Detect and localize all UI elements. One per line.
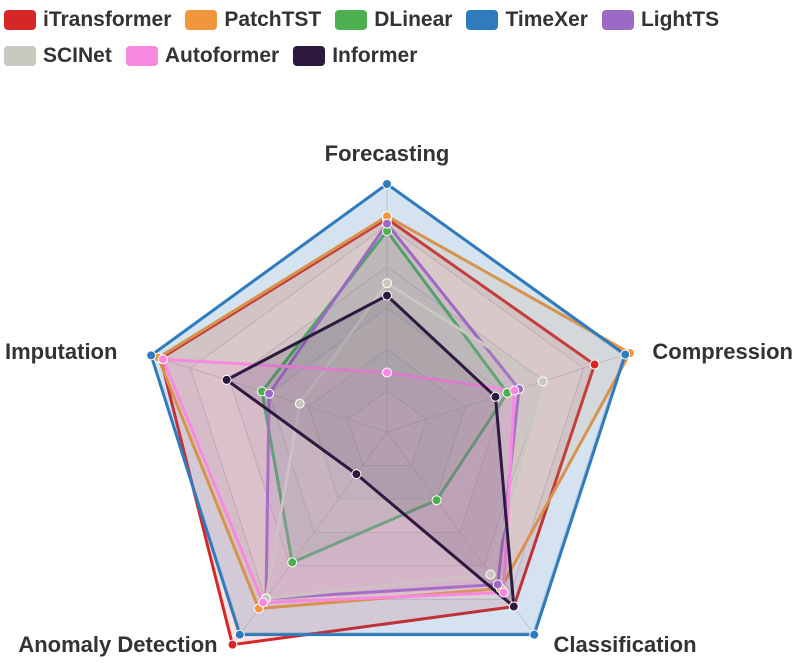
series-informer-area xyxy=(225,294,516,609)
legend-label: iTransformer xyxy=(43,8,172,31)
legend-row: SCINet Autoformer Informer xyxy=(4,38,796,74)
legend-item[interactable]: DLinear xyxy=(335,8,452,32)
legend-label: Informer xyxy=(332,44,418,67)
legend-label: PatchTST xyxy=(224,8,322,31)
point-informer xyxy=(221,374,232,385)
radar-grid xyxy=(150,183,624,634)
point-lightts xyxy=(492,579,503,590)
point-scinet xyxy=(382,278,392,289)
legend-item[interactable]: Autoformer xyxy=(125,44,280,68)
point-autoformer xyxy=(509,385,520,396)
point-autoformer xyxy=(157,354,168,365)
point-timexer xyxy=(620,349,631,360)
axis-spoke xyxy=(386,431,534,633)
legend-item[interactable]: TimeXer xyxy=(466,8,588,32)
legend-label: SCINet xyxy=(43,44,112,67)
legend-item[interactable]: Informer xyxy=(293,44,417,68)
legend-swatch xyxy=(601,10,634,30)
point-informer xyxy=(382,290,392,301)
legend-label: DLinear xyxy=(374,8,453,31)
point-dlinear xyxy=(431,495,442,506)
series-scinet-area xyxy=(264,281,545,601)
point-informer xyxy=(351,469,362,480)
series-layer xyxy=(149,182,632,647)
legend-item[interactable]: iTransformer xyxy=(4,8,171,32)
legend-swatch xyxy=(4,46,36,66)
point-timexer xyxy=(234,629,245,640)
legend-swatch xyxy=(335,10,368,30)
legend-item[interactable]: LightTS xyxy=(601,8,720,32)
legend-label: Autoformer xyxy=(164,44,280,67)
legend-swatch xyxy=(4,10,36,30)
point-timexer xyxy=(529,629,540,640)
legend: iTransformer PatchTST DLinear TimeXer LightT… xyxy=(4,2,796,74)
point-scinet xyxy=(485,569,496,580)
legend-label: LightTS xyxy=(640,8,720,31)
legend-swatch xyxy=(125,46,158,66)
point-scinet xyxy=(294,398,305,409)
point-autoformer xyxy=(382,367,392,378)
axis-label: Compression xyxy=(652,339,793,364)
axis-labels: Forecasting Compression Classification Anom… xyxy=(5,141,793,657)
point-informer xyxy=(508,601,519,612)
point-autoformer xyxy=(258,597,269,608)
point-informer xyxy=(490,391,501,402)
point-timexer xyxy=(146,350,157,361)
legend-swatch xyxy=(293,46,326,66)
point-autoformer xyxy=(498,587,509,598)
series-itransformer-area xyxy=(159,217,597,647)
axis-label: Forecasting xyxy=(325,141,450,166)
legend-item[interactable]: PatchTST xyxy=(185,8,321,32)
point-dlinear xyxy=(287,557,298,568)
point-timexer xyxy=(382,179,392,189)
point-itransformer xyxy=(227,639,238,650)
series-autoformer-area xyxy=(161,357,516,605)
points-layer xyxy=(146,179,635,650)
axis-label: Imputation xyxy=(5,339,117,364)
legend-swatch xyxy=(466,10,499,30)
point-itransformer xyxy=(589,359,600,370)
point-lightts xyxy=(382,218,392,229)
point-scinet xyxy=(537,376,548,387)
axis-label: Anomaly Detection xyxy=(18,632,217,657)
axis-label: Classification xyxy=(553,632,696,657)
legend-item[interactable]: SCINet xyxy=(4,44,112,68)
legend-swatch xyxy=(185,10,218,30)
legend-label: TimeXer xyxy=(505,8,588,31)
point-lightts xyxy=(264,388,275,399)
legend-row: iTransformer PatchTST DLinear TimeXer LightT… xyxy=(4,2,796,38)
